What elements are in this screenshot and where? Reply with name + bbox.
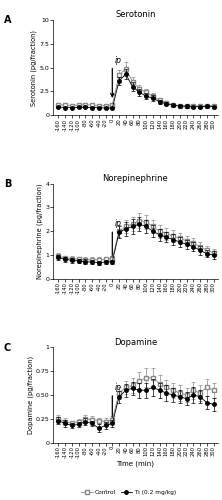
Text: ip: ip	[115, 220, 122, 228]
Text: B: B	[4, 179, 11, 189]
Y-axis label: Dopamine (pg/fraction): Dopamine (pg/fraction)	[27, 356, 34, 434]
Title: Dopamine: Dopamine	[114, 338, 157, 346]
Legend: Control, T₃ (0.2 mg/kg): Control, T₃ (0.2 mg/kg)	[79, 488, 178, 497]
X-axis label: Time (min): Time (min)	[116, 461, 155, 468]
Text: ip: ip	[115, 383, 122, 392]
Text: ip: ip	[115, 56, 122, 64]
Text: A: A	[4, 15, 12, 25]
Y-axis label: Norepinephrine (pg/fraction): Norepinephrine (pg/fraction)	[37, 184, 43, 279]
Title: Norepinephrine: Norepinephrine	[103, 174, 168, 183]
Text: C: C	[4, 342, 11, 352]
Y-axis label: Serotonin (pg/fraction): Serotonin (pg/fraction)	[31, 30, 38, 106]
Title: Serotonin: Serotonin	[115, 10, 156, 19]
